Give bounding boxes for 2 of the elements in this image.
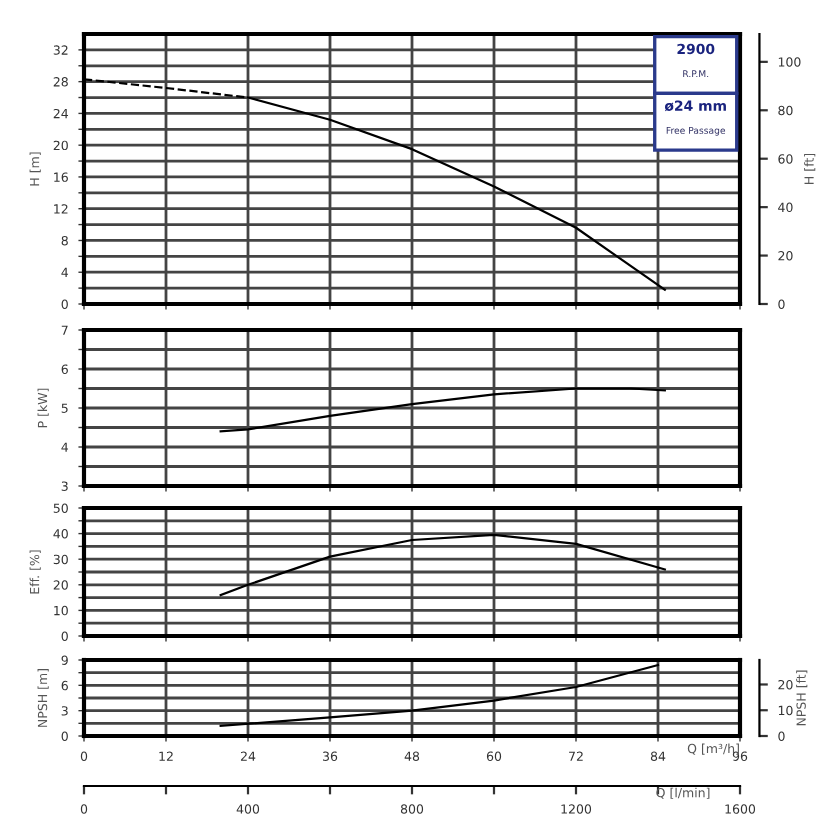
line-series [219,387,666,433]
line-series [219,533,666,597]
